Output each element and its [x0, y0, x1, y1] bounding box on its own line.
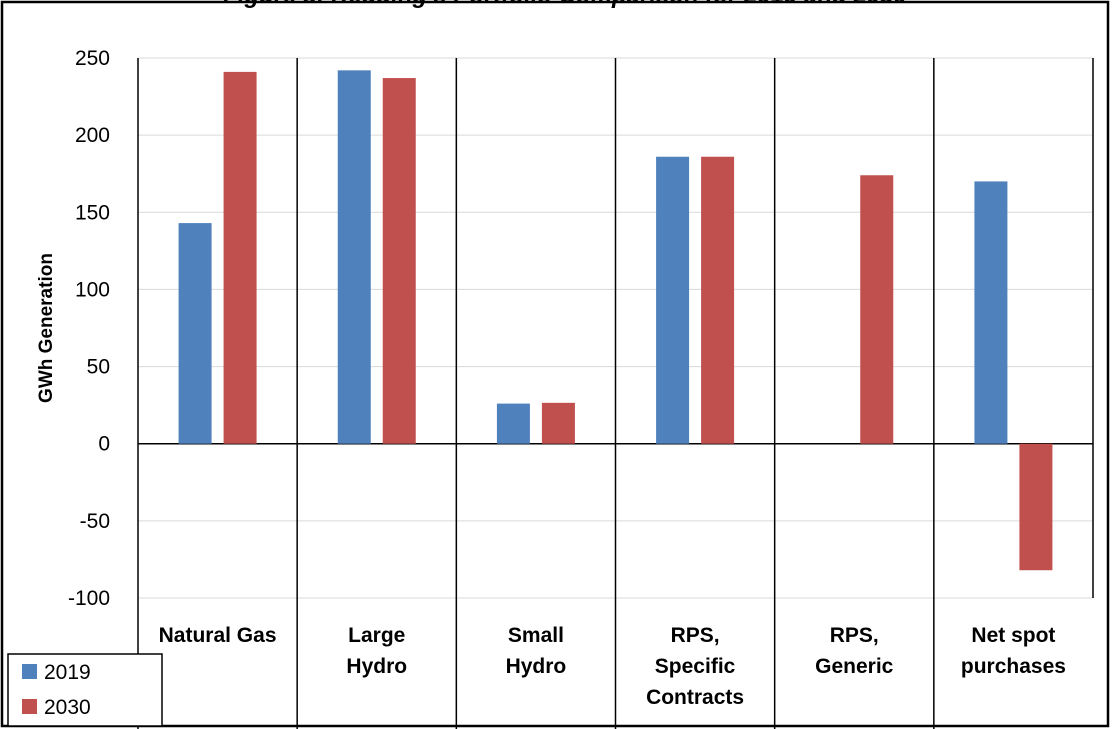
legend-label: 2019 [44, 661, 91, 684]
bar-2019 [656, 156, 690, 444]
bar-2030 [860, 175, 894, 444]
category-label: RPS, Generic [815, 624, 894, 678]
category-label: RPS, Specific Contracts [646, 624, 744, 709]
legend-swatch [22, 664, 37, 679]
y-tick-label: 200 [75, 124, 110, 147]
plot-area: 250 200 150 100 50 0 -50 -100 Natural Gas Large Hy… [68, 47, 1094, 729]
legend: 2019 2030 [7, 653, 163, 727]
category-label: Natural Gas [159, 624, 277, 647]
y-tick-label: 0 [98, 433, 110, 456]
bar-2019 [337, 70, 371, 444]
bar-2030 [541, 402, 575, 444]
y-tick-label: -50 [80, 510, 110, 533]
y-tick-label: 150 [75, 201, 110, 224]
bar-2030 [701, 156, 735, 444]
y-tick-label: 50 [87, 356, 110, 379]
bar-2030 [1019, 443, 1053, 571]
bar-2019 [496, 403, 530, 444]
chart-title: Figure 8: Redding’s Portfolio Comparison… [223, 0, 907, 9]
y-axis-label: GWh Generation [36, 253, 57, 403]
legend-swatch [22, 699, 37, 714]
y-tick-label: -100 [68, 587, 110, 610]
category-label: Large Hydro [346, 624, 407, 678]
category-label: Small Hydro [506, 624, 567, 678]
bar-2030 [223, 71, 257, 444]
y-tick-label: 100 [75, 278, 110, 301]
category-label: Net spot purchases [961, 624, 1066, 678]
bar-2019 [974, 181, 1008, 444]
y-tick-label: 250 [75, 47, 110, 70]
bar-2030 [382, 78, 416, 444]
legend-label: 2030 [44, 696, 91, 719]
bar-2019 [178, 223, 212, 444]
